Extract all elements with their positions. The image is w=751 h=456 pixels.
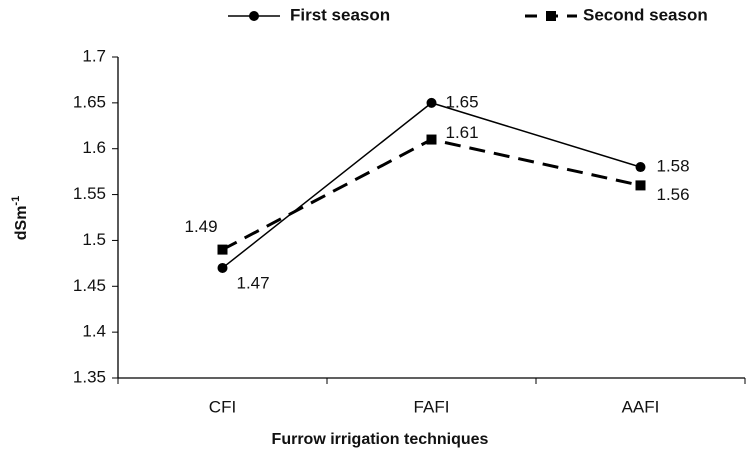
y-tick-label: 1.7 bbox=[82, 46, 106, 65]
data-label: 1.49 bbox=[185, 217, 218, 236]
data-label: 1.65 bbox=[446, 92, 479, 111]
y-tick-label: 1.4 bbox=[82, 322, 106, 341]
marker bbox=[249, 11, 259, 21]
y-tick-label: 1.35 bbox=[73, 367, 106, 386]
x-tick-label: FAFI bbox=[414, 397, 450, 416]
y-tick-label: 1.6 bbox=[82, 138, 106, 157]
legend-label: Second season bbox=[583, 5, 708, 24]
series-line bbox=[222, 102, 641, 269]
x-axis-label: Furrow irrigation techniques bbox=[272, 431, 489, 448]
marker bbox=[426, 134, 437, 145]
y-axis-label: dSm-1 bbox=[10, 196, 30, 240]
data-label: 1.58 bbox=[657, 157, 690, 176]
series-line bbox=[221, 137, 641, 251]
legend-label: First season bbox=[290, 5, 390, 24]
marker bbox=[546, 11, 556, 21]
y-axis-label-base: dSm bbox=[13, 206, 30, 241]
data-label: 1.47 bbox=[237, 273, 270, 292]
x-tick-label: AAFI bbox=[622, 397, 660, 416]
y-tick-label: 1.65 bbox=[73, 92, 106, 111]
y-tick-label: 1.45 bbox=[73, 276, 106, 295]
marker bbox=[635, 162, 646, 173]
x-tick-label: CFI bbox=[209, 397, 236, 416]
y-tick-label: 1.55 bbox=[73, 184, 106, 203]
data-label: 1.61 bbox=[446, 123, 479, 142]
y-axis-label-sup: -1 bbox=[10, 196, 22, 206]
data-label: 1.56 bbox=[657, 185, 690, 204]
y-tick-label: 1.5 bbox=[82, 230, 106, 249]
marker bbox=[217, 262, 228, 273]
marker bbox=[426, 97, 437, 108]
marker bbox=[217, 244, 228, 255]
marker bbox=[635, 180, 646, 191]
